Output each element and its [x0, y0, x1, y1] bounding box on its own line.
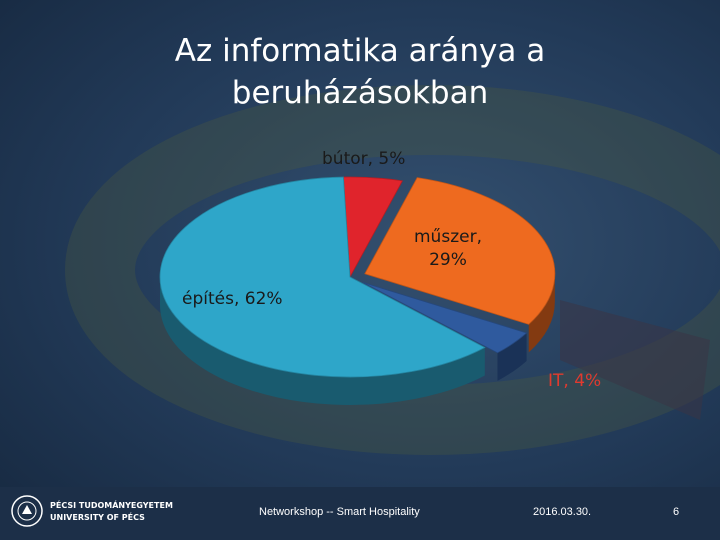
background-decoration [65, 85, 720, 455]
title-line-2: beruházásokban [231, 75, 489, 111]
title-line-1: Az informatika aránya a [174, 33, 546, 69]
footer-event: Networkshop -- Smart Hospitality [259, 506, 420, 518]
university-logo: PÉCSI TUDOMÁNYEGYETEM UNIVERSITY OF PÉCS [10, 492, 173, 532]
label-butor: bútor, 5% [322, 149, 406, 169]
pie-slice--p-t-s [159, 176, 486, 378]
label-muszer: műszer, 29% [414, 226, 482, 272]
pie-chart [159, 176, 556, 406]
pie-slice-it [362, 281, 528, 354]
slide-title: Az informatika aránya a beruházásokban [60, 30, 660, 114]
label-muszer-line1: műszer, [414, 227, 482, 247]
pie-side-m-szer-0 [528, 273, 555, 353]
logo-text-en: UNIVERSITY OF PÉCS [50, 513, 145, 522]
pie-slice-m-szer [364, 177, 556, 325]
university-seal-icon [11, 495, 43, 527]
footer-bar: PÉCSI TUDOMÁNYEGYETEM UNIVERSITY OF PÉCS… [0, 487, 720, 540]
logo-text-hu: PÉCSI TUDOMÁNYEGYETEM [50, 501, 173, 510]
footer-page-number: 6 [673, 506, 680, 518]
label-it: IT, 4% [548, 371, 602, 391]
pie-side-it-0 [497, 332, 527, 381]
footer-date: 2016.03.30. [533, 506, 592, 518]
label-epites: építés, 62% [182, 289, 283, 309]
label-muszer-line2: 29% [429, 250, 467, 270]
